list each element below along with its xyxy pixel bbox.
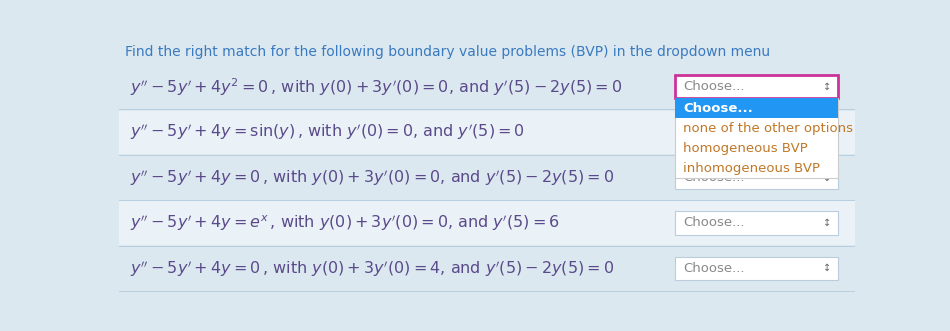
Bar [675,98,838,178]
Text: Find the right match for the following boundary value problems (BVP) in the drop: Find the right match for the following b… [125,45,770,59]
Text: $y'' - 5y' + 4y = \sin(y)\,$, with $y'(0) = 0$, and $y'(5) = 0$: $y'' - 5y' + 4y = \sin(y)\,$, with $y'(0… [129,122,524,142]
Text: Choose...: Choose... [683,80,745,93]
Text: $y'' - 5y' + 4y^2 = 0\,$, with $y(0) + 3y'(0) = 0$, and $y'(5) - 2y(5) = 0$: $y'' - 5y' + 4y^2 = 0\,$, with $y(0) + 3… [129,76,622,98]
Text: ↕: ↕ [823,218,831,228]
Text: homogeneous BVP: homogeneous BVP [683,142,808,155]
Bar [119,111,855,154]
Bar [675,75,838,98]
Text: Choose...: Choose... [683,262,745,275]
Bar [119,202,855,245]
Text: $y'' - 5y' + 4y = 0\,$, with $y(0) + 3y'(0) = 0$, and $y'(5) - 2y(5) = 0$: $y'' - 5y' + 4y = 0\,$, with $y(0) + 3y'… [129,167,614,188]
Text: Choose...: Choose... [683,216,745,229]
Text: $y'' - 5y' + 4y = 0\,$, with $y(0) + 3y'(0) = 4$, and $y'(5) - 2y(5) = 0$: $y'' - 5y' + 4y = 0\,$, with $y(0) + 3y'… [129,258,614,279]
Text: ↕: ↕ [823,263,831,273]
Text: ↕: ↕ [823,172,831,183]
Text: none of the other options: none of the other options [683,122,853,135]
Bar [675,166,838,189]
Text: $y'' - 5y' + 4y = e^x\,$, with $y(0) + 3y'(0) = 0$, and $y'(5) = 6$: $y'' - 5y' + 4y = e^x\,$, with $y(0) + 3… [129,213,560,233]
Text: Choose...: Choose... [683,102,752,115]
Bar [675,98,838,118]
Bar [119,247,855,290]
Bar [675,257,838,280]
Bar [675,212,838,235]
Text: inhomogeneous BVP: inhomogeneous BVP [683,162,820,175]
Text: Choose...: Choose... [683,171,745,184]
Bar [119,156,855,199]
Text: ↕: ↕ [823,82,831,92]
Bar [119,65,855,108]
